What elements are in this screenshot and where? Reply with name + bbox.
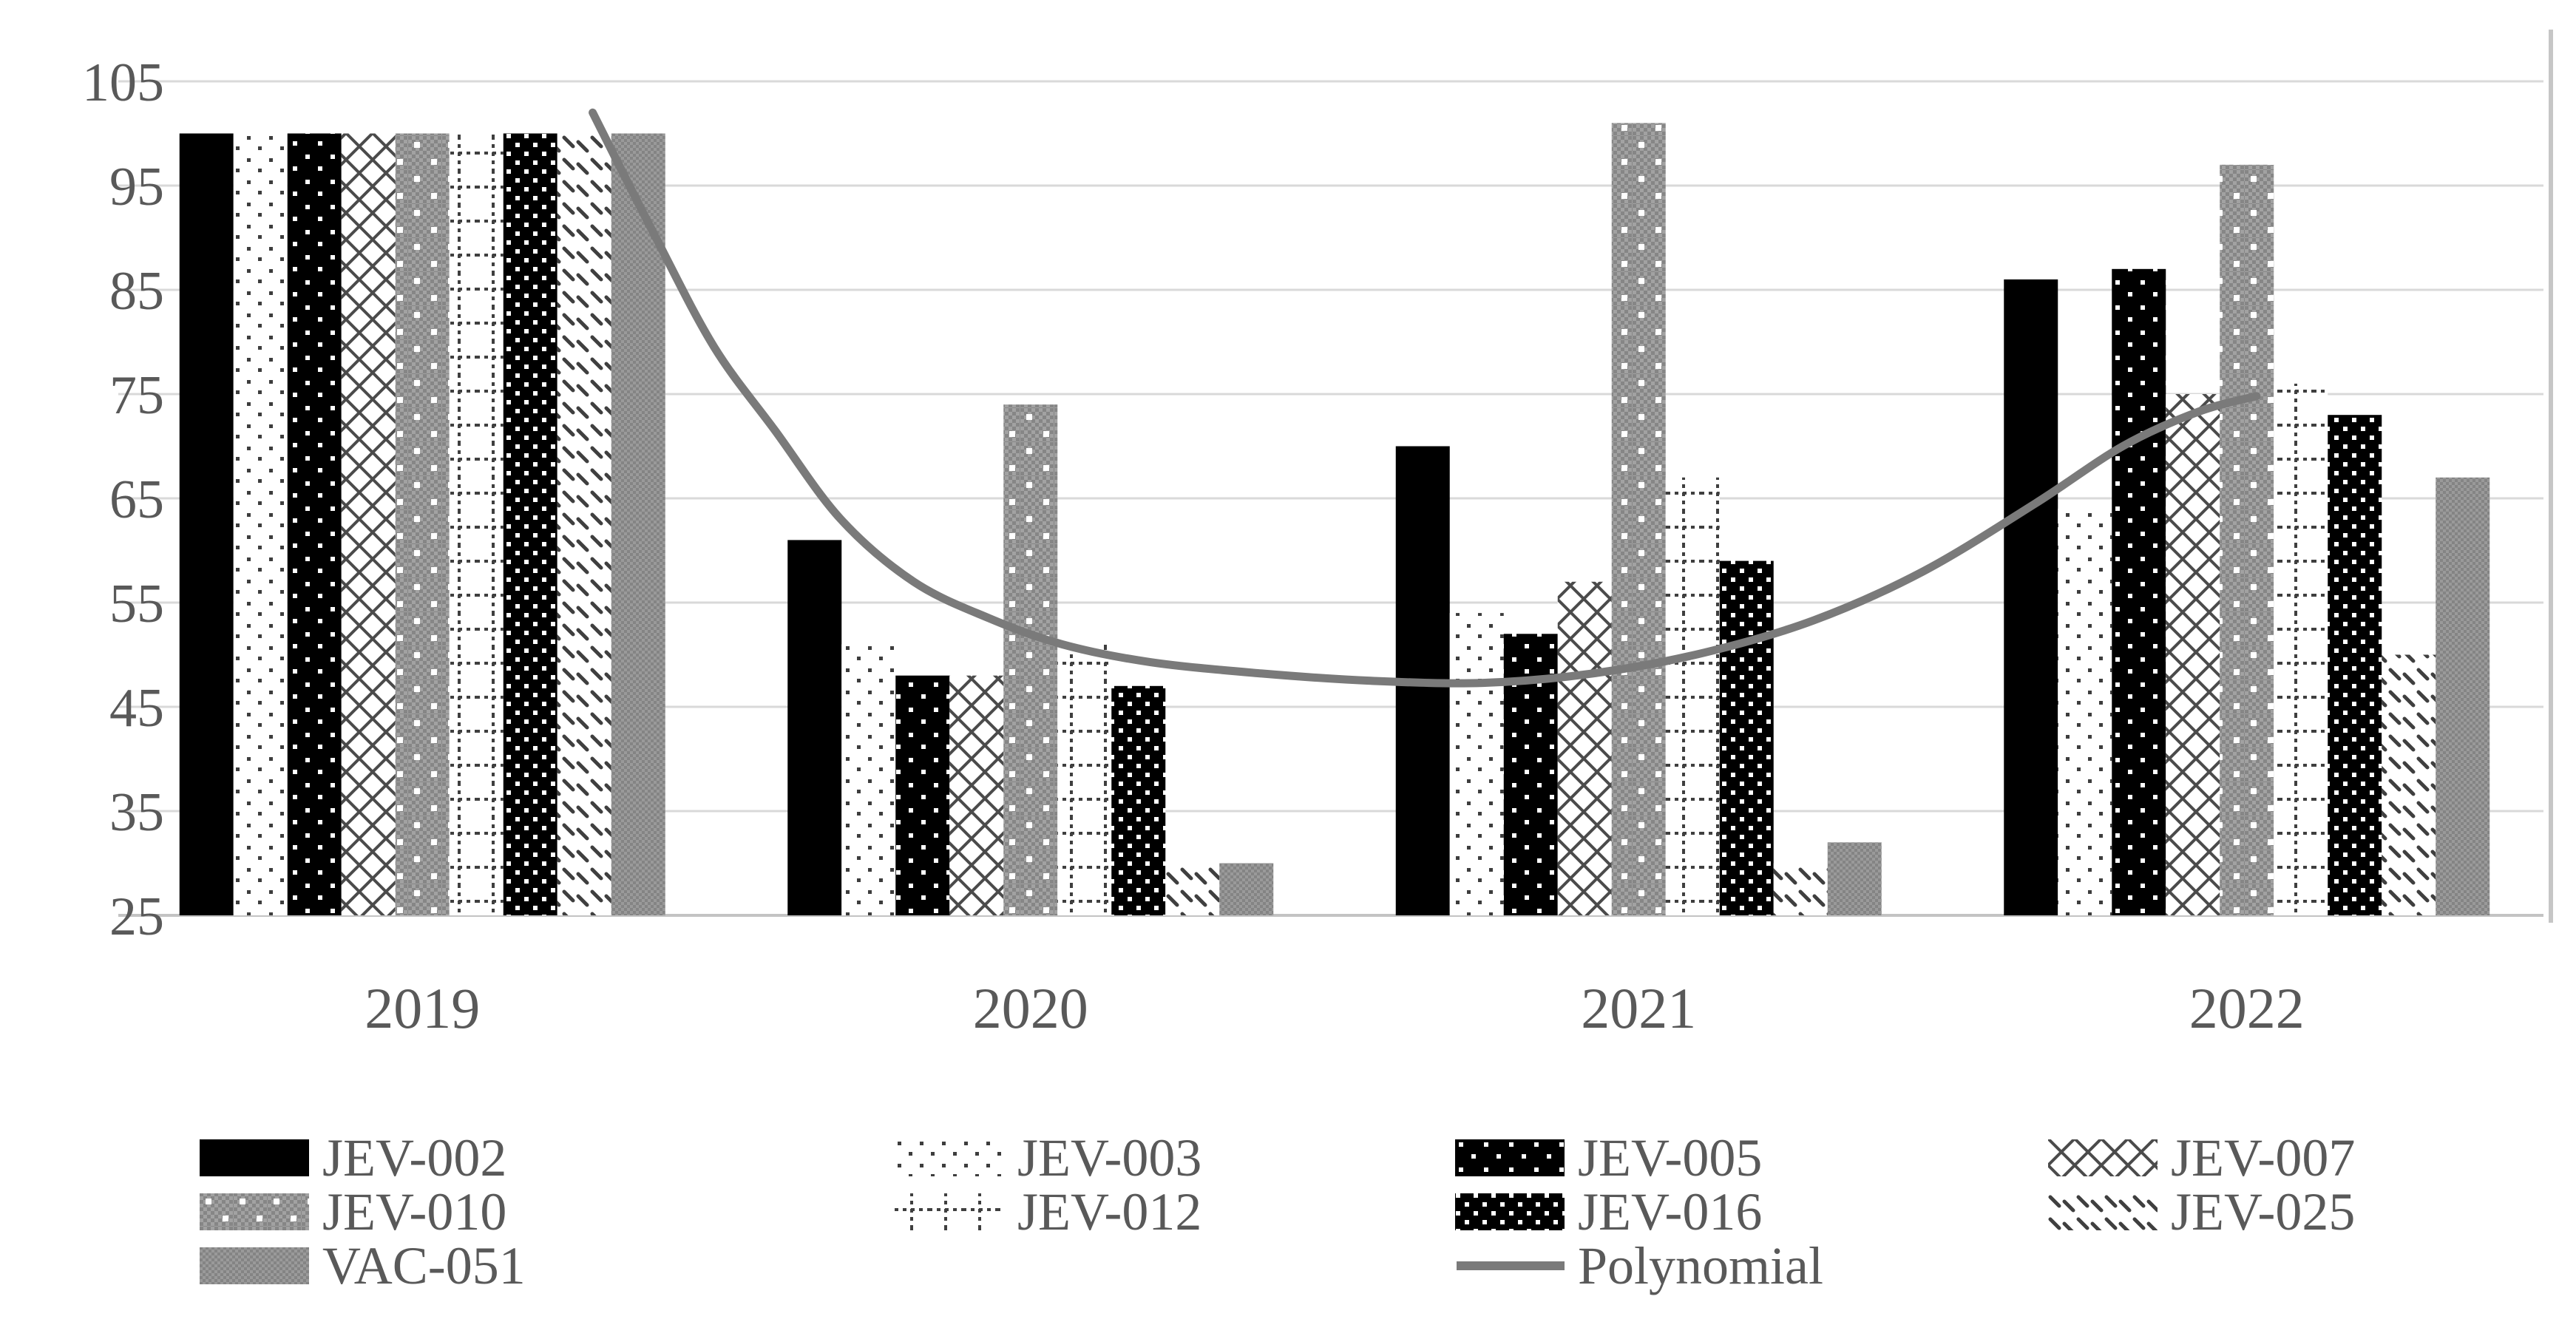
- legend-swatch-jev-010: [200, 1193, 309, 1230]
- x-axis-labels: 2019 2020 2021 2022: [365, 976, 2305, 1040]
- legend-label: VAC-051: [322, 1235, 526, 1295]
- bar-JEV-016-2019: [503, 133, 557, 915]
- bar-JEV-012-2021: [1665, 477, 1720, 915]
- y-tick-label: 45: [109, 678, 164, 739]
- bar-JEV-016-2021: [1719, 560, 1774, 915]
- bar-JEV-003-2020: [841, 644, 896, 915]
- bar-chart-plot: 105 95 85 75 65 55 45 35 25 2019 2020 2021 2022: [82, 30, 2553, 1040]
- bar-JEV-025-2020: [1165, 863, 1220, 915]
- legend-item-jev-025: JEV-025: [2048, 1182, 2356, 1241]
- legend-swatch-rect: [200, 1193, 309, 1230]
- bar-JEV-007-2020: [949, 675, 1004, 915]
- bar-JEV-025-2022: [2382, 654, 2436, 915]
- bar-VAC-051-2022: [2436, 477, 2490, 915]
- bar-JEV-016-2022: [2328, 415, 2382, 915]
- x-tick-label: 2022: [2189, 976, 2305, 1040]
- x-tick-label: 2021: [1581, 976, 1696, 1040]
- bar-JEV-025-2019: [557, 133, 611, 915]
- bar-JEV-002-2020: [787, 540, 842, 915]
- bar-VAC-051-2020: [1219, 863, 1274, 915]
- legend-swatch-rect: [1455, 1139, 1565, 1176]
- bar-VAC-051-2021: [1827, 842, 1882, 915]
- bar-JEV-002-2022: [2004, 279, 2058, 915]
- polynomial-trendline: [589, 108, 2261, 688]
- bar-JEV-012-2022: [2274, 383, 2328, 915]
- y-tick-label: 95: [109, 157, 164, 217]
- bar-JEV-007-2019: [341, 133, 396, 915]
- bar-JEV-005-2022: [2112, 268, 2166, 915]
- y-tick-label: 85: [109, 261, 164, 322]
- bar-JEV-005-2019: [287, 133, 342, 915]
- bar-JEV-007-2022: [2166, 394, 2220, 915]
- legend-swatch-rect: [2048, 1193, 2158, 1230]
- legend-label: Polynomial: [1578, 1235, 1824, 1295]
- bar-JEV-005-2020: [895, 675, 950, 915]
- legend-item-jev-007: JEV-007: [2048, 1128, 2356, 1187]
- x-tick-label: 2019: [365, 976, 480, 1040]
- legend-label: JEV-016: [1578, 1182, 1763, 1241]
- legend-swatch-trendline: [1457, 1261, 1565, 1270]
- bar-JEV-002-2019: [179, 133, 234, 915]
- legend-swatch-vac-051: [200, 1247, 309, 1284]
- legend-item-vac-051: VAC-051: [200, 1235, 526, 1295]
- bar-JEV-012-2019: [449, 133, 504, 915]
- legend-swatch-jev-016: [1455, 1193, 1565, 1230]
- legend-label: JEV-005: [1578, 1128, 1763, 1187]
- legend-label: JEV-002: [322, 1128, 507, 1187]
- bar-JEV-003-2021: [1449, 613, 1504, 915]
- x-tick-label: 2020: [973, 976, 1088, 1040]
- legend-swatch-rect: [895, 1193, 1004, 1230]
- legend-swatch-rect: [200, 1247, 309, 1284]
- legend-label: JEV-025: [2171, 1182, 2356, 1241]
- bar-JEV-010-2019: [395, 133, 450, 915]
- legend-swatch-jev-005: [1455, 1139, 1565, 1176]
- bar-JEV-007-2021: [1557, 581, 1612, 915]
- legend-item-jev-005: JEV-005: [1455, 1128, 1763, 1187]
- bar-JEV-003-2019: [233, 133, 288, 915]
- legend-swatch-jev-003: [895, 1139, 1004, 1176]
- legend-label: JEV-007: [2171, 1128, 2356, 1187]
- y-tick-label: 105: [82, 52, 164, 113]
- legend-swatch-rect: [895, 1139, 1004, 1176]
- bar-JEV-012-2020: [1057, 644, 1112, 915]
- legend-swatch-jev-002: [200, 1139, 309, 1176]
- y-tick-label: 65: [109, 470, 164, 530]
- y-tick-label: 35: [109, 782, 164, 843]
- y-tick-label: 25: [109, 887, 164, 947]
- legend-item-jev-003: JEV-003: [895, 1128, 1202, 1187]
- legend-swatch-jev-025: [2048, 1193, 2158, 1230]
- bar-VAC-051-2019: [611, 133, 665, 915]
- polynomial-line: [589, 108, 2261, 688]
- bar-JEV-016-2020: [1111, 685, 1166, 915]
- legend-swatch-rect: [2048, 1139, 2158, 1176]
- legend-swatch-jev-007: [2048, 1139, 2158, 1176]
- bar-JEV-010-2021: [1611, 123, 1666, 915]
- legend-swatch-rect: [200, 1139, 309, 1176]
- bar-JEV-003-2022: [2058, 509, 2112, 915]
- legend-item-jev-016: JEV-016: [1455, 1182, 1763, 1241]
- legend-item-jev-010: JEV-010: [200, 1182, 507, 1241]
- legend-item-jev-002: JEV-002: [200, 1128, 507, 1187]
- y-tick-label: 75: [109, 365, 164, 426]
- legend-swatch-rect: [1455, 1193, 1565, 1230]
- bars: [179, 123, 2490, 916]
- legend-item-jev-012: JEV-012: [895, 1182, 1202, 1241]
- y-tick-label: 55: [109, 574, 164, 634]
- legend-item-polynomial: Polynomial: [1455, 1235, 1824, 1295]
- bar-JEV-010-2020: [1003, 404, 1058, 915]
- legend-label: JEV-010: [322, 1182, 507, 1241]
- legend-label: JEV-012: [1017, 1182, 1202, 1241]
- legend-swatch-jev-012: [895, 1193, 1004, 1230]
- bar-JEV-010-2022: [2220, 164, 2274, 916]
- legend-label: JEV-003: [1017, 1128, 1202, 1187]
- bar-JEV-025-2021: [1773, 863, 1828, 915]
- y-axis-labels: 105 95 85 75 65 55 45 35 25: [82, 52, 164, 947]
